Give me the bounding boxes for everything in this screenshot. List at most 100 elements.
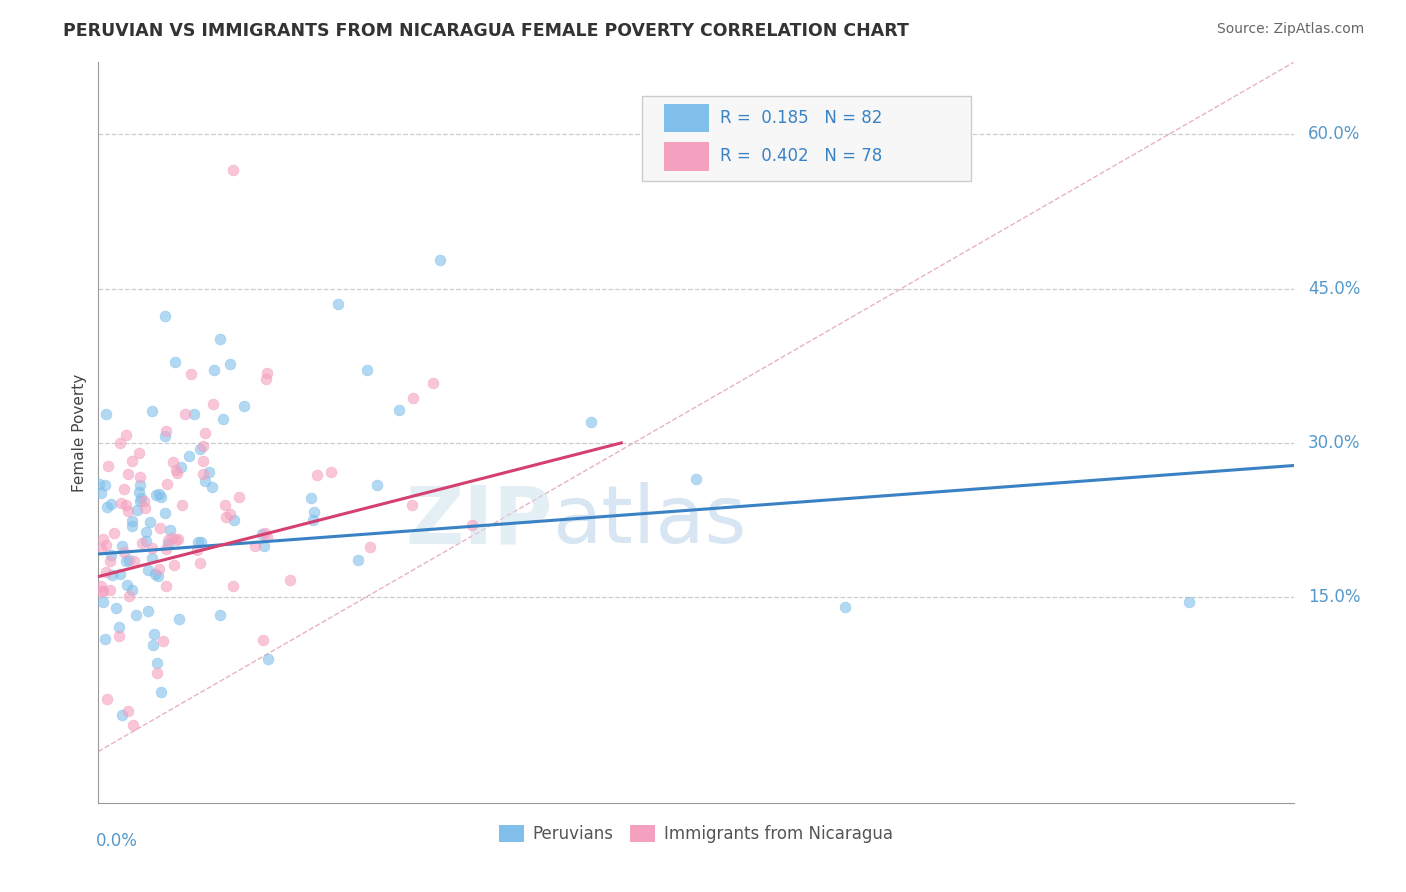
Point: [96, 500, 118, 514]
Point: [191, 454, 214, 468]
Point: [256, 367, 278, 381]
Point: [149, 490, 172, 504]
Point: [233, 399, 256, 413]
Point: [215, 509, 238, 524]
Point: [356, 363, 378, 377]
Point: [128, 485, 150, 500]
Point: [127, 503, 149, 517]
Point: [191, 467, 214, 482]
Point: [129, 493, 152, 508]
Point: [141, 550, 163, 565]
Point: [366, 478, 388, 492]
Text: ZIP: ZIP: [405, 483, 553, 560]
Text: PERUVIAN VS IMMIGRANTS FROM NICARAGUA FEMALE POVERTY CORRELATION CHART: PERUVIAN VS IMMIGRANTS FROM NICARAGUA FE…: [63, 22, 910, 40]
Point: [208, 608, 231, 623]
Point: [388, 403, 411, 417]
Point: [115, 498, 138, 512]
Point: [98, 554, 121, 568]
Point: [170, 460, 193, 475]
Point: [121, 454, 143, 468]
Point: [166, 466, 188, 480]
Point: [183, 407, 205, 421]
Text: atlas: atlas: [553, 483, 747, 560]
Point: [125, 607, 148, 622]
Point: [118, 589, 141, 603]
Point: [96, 692, 118, 706]
Point: [111, 540, 134, 554]
Point: [146, 569, 169, 583]
Point: [278, 573, 301, 587]
Point: [302, 513, 325, 527]
Point: [118, 553, 141, 567]
Point: [122, 717, 145, 731]
Point: [461, 518, 484, 533]
Point: [163, 355, 186, 369]
Point: [111, 707, 134, 722]
Point: [165, 533, 187, 548]
Point: [134, 500, 156, 515]
Point: [159, 524, 181, 538]
Point: [173, 407, 195, 421]
Point: [141, 541, 163, 555]
Point: [108, 619, 131, 633]
Point: [132, 493, 155, 508]
Point: [91, 533, 114, 547]
Point: [254, 372, 277, 386]
Point: [96, 538, 118, 552]
Point: [117, 578, 139, 592]
Text: R =  0.402   N = 78: R = 0.402 N = 78: [720, 147, 882, 165]
Point: [218, 357, 240, 371]
Point: [117, 704, 139, 718]
Point: [190, 535, 212, 549]
Point: [198, 465, 221, 479]
Point: [149, 685, 172, 699]
Text: 60.0%: 60.0%: [1308, 126, 1360, 144]
Point: [1178, 595, 1201, 609]
Point: [128, 477, 150, 491]
Legend: Peruvians, Immigrants from Nicaragua: Peruvians, Immigrants from Nicaragua: [492, 819, 900, 850]
Point: [162, 455, 184, 469]
Y-axis label: Female Poverty: Female Poverty: [72, 374, 87, 491]
Point: [148, 562, 170, 576]
Point: [256, 530, 278, 544]
Point: [253, 525, 276, 540]
Point: [581, 415, 603, 429]
Point: [93, 632, 115, 646]
Point: [156, 537, 179, 551]
Point: [117, 504, 139, 518]
Point: [152, 634, 174, 648]
Point: [97, 458, 120, 473]
Point: [131, 536, 153, 550]
Point: [299, 491, 322, 506]
Point: [121, 519, 143, 533]
Point: [108, 566, 131, 581]
Point: [202, 397, 225, 411]
Point: [131, 491, 153, 505]
Point: [167, 532, 190, 546]
Point: [170, 498, 193, 512]
Point: [153, 429, 176, 443]
Point: [110, 496, 132, 510]
Point: [163, 558, 186, 572]
Point: [156, 533, 179, 548]
Point: [218, 507, 240, 521]
Point: [87, 476, 110, 491]
Text: R =  0.185   N = 82: R = 0.185 N = 82: [720, 109, 882, 127]
Point: [136, 604, 159, 618]
Point: [145, 656, 167, 670]
Point: [94, 407, 117, 421]
Point: [177, 449, 200, 463]
Point: [100, 568, 122, 582]
Text: 30.0%: 30.0%: [1308, 434, 1361, 452]
Point: [90, 486, 112, 500]
Point: [135, 533, 157, 548]
Point: [243, 539, 266, 553]
Point: [402, 392, 425, 406]
Point: [162, 531, 184, 545]
Point: [135, 524, 157, 539]
Bar: [664, 143, 709, 170]
Point: [146, 665, 169, 680]
Point: [347, 553, 370, 567]
Point: [155, 579, 177, 593]
Point: [256, 652, 278, 666]
